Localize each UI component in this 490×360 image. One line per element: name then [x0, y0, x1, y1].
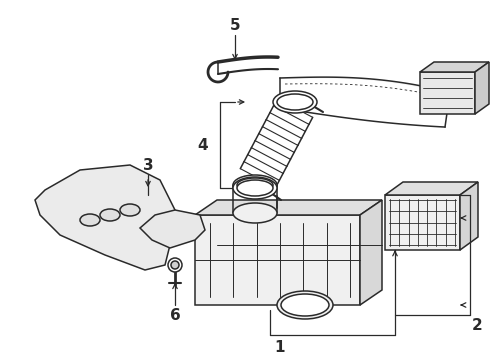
Polygon shape: [195, 215, 360, 305]
Polygon shape: [360, 200, 382, 305]
Ellipse shape: [277, 291, 333, 319]
Text: 1: 1: [275, 339, 285, 355]
Polygon shape: [195, 200, 382, 215]
Text: 4: 4: [197, 138, 208, 153]
Polygon shape: [385, 182, 478, 195]
Polygon shape: [420, 62, 489, 72]
Polygon shape: [35, 165, 175, 270]
Ellipse shape: [233, 175, 277, 195]
Ellipse shape: [273, 91, 317, 113]
Ellipse shape: [120, 204, 140, 216]
Polygon shape: [140, 210, 205, 248]
Ellipse shape: [233, 177, 277, 199]
Polygon shape: [475, 62, 489, 114]
Text: 3: 3: [143, 158, 153, 172]
Text: 6: 6: [170, 307, 180, 323]
Ellipse shape: [277, 94, 313, 110]
Polygon shape: [385, 195, 460, 250]
Polygon shape: [460, 182, 478, 250]
Ellipse shape: [237, 178, 273, 192]
Text: 2: 2: [472, 318, 483, 333]
Ellipse shape: [233, 203, 277, 223]
Ellipse shape: [80, 214, 100, 226]
Polygon shape: [420, 72, 475, 114]
Ellipse shape: [100, 209, 120, 221]
Ellipse shape: [237, 180, 273, 196]
Text: 5: 5: [230, 18, 240, 32]
Ellipse shape: [171, 261, 179, 269]
Ellipse shape: [281, 294, 329, 316]
Ellipse shape: [168, 258, 182, 272]
